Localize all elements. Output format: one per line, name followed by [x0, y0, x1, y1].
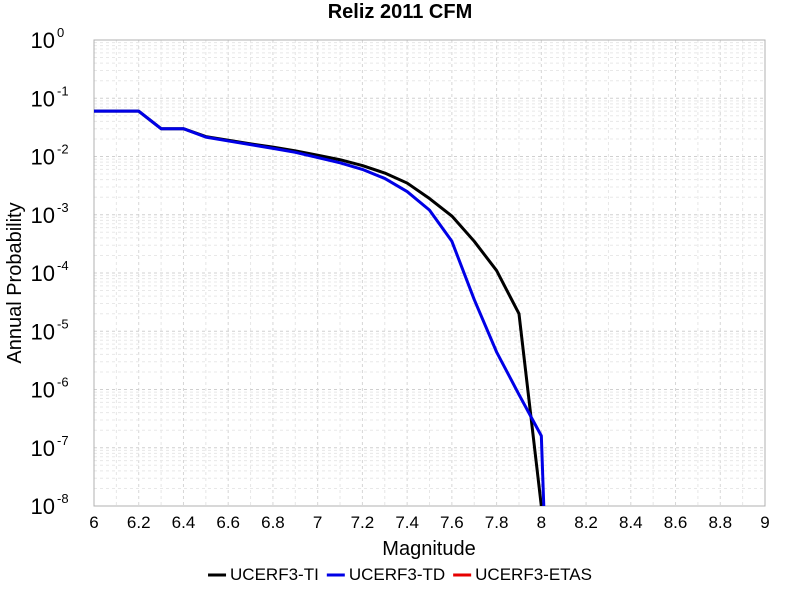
x-tick-label: 7.2 — [351, 513, 375, 532]
y-tick-base: 10 — [31, 86, 55, 111]
y-tick-label: 10 -2 — [31, 142, 69, 170]
y-tick-base: 10 — [31, 319, 55, 344]
x-tick-label: 6 — [89, 513, 98, 532]
y-tick-label: 10 -1 — [31, 83, 69, 111]
legend-item-3: UCERF3-ETAS — [453, 565, 592, 584]
series-line-2 — [94, 109, 546, 506]
x-tick-label: 7.4 — [395, 513, 419, 532]
y-tick-label: 10 -8 — [31, 491, 69, 519]
y-tick-label: 10 -4 — [31, 258, 69, 286]
x-tick-label: 8 — [537, 513, 546, 532]
y-tick-base: 10 — [31, 378, 55, 403]
x-axis-label: Magnitude — [382, 538, 475, 560]
grid — [93, 40, 766, 507]
y-tick-base: 10 — [31, 494, 55, 519]
y-tick-exponent: -4 — [57, 258, 69, 273]
y-tick-exponent: 0 — [57, 25, 64, 40]
x-tick-label: 6.8 — [261, 513, 285, 532]
x-tick-label: 8.4 — [619, 513, 643, 532]
legend-label: UCERF3-TD — [349, 565, 445, 584]
series-layer — [94, 109, 546, 506]
y-tick-label: 10 -5 — [31, 316, 69, 344]
x-tick-label: 8.6 — [664, 513, 688, 532]
legend: UCERF3-TI UCERF3-TD UCERF3-ETAS — [208, 565, 592, 584]
x-tick-label: 8.8 — [708, 513, 732, 532]
x-tick-label: 9 — [760, 513, 769, 532]
x-tick-label: 6.6 — [216, 513, 240, 532]
x-tick-label: 7.8 — [485, 513, 509, 532]
y-tick-label: 10 -6 — [31, 375, 69, 403]
y-tick-base: 10 — [31, 436, 55, 461]
y-tick-exponent: -6 — [57, 375, 69, 390]
x-tick-label: 8.2 — [574, 513, 598, 532]
x-tick-label: 6.2 — [127, 513, 151, 532]
series-line-1 — [94, 109, 543, 506]
legend-label: UCERF3-ETAS — [475, 565, 592, 584]
y-tick-base: 10 — [31, 261, 55, 286]
x-tick-label: 7.6 — [440, 513, 464, 532]
y-tick-base: 10 — [31, 203, 55, 228]
plot-area — [93, 39, 766, 507]
y-tick-exponent: -8 — [57, 491, 69, 506]
y-tick-exponent: -7 — [57, 433, 69, 448]
legend-item-2: UCERF3-TD — [326, 565, 445, 584]
chart-title: Reliz 2011 CFM — [328, 1, 473, 23]
y-tick-label: 10 -3 — [31, 200, 69, 228]
y-tick-exponent: -3 — [57, 200, 69, 215]
x-axis-ticks: 6 6.2 6.4 6.6 6.8 7 7.2 7.4 7.6 7.8 8 8.2 8.4 8.6 8.8 9 — [89, 513, 769, 532]
y-axis-label: Annual Probability — [4, 202, 26, 363]
x-tick-label: 6.4 — [172, 513, 196, 532]
legend-label: UCERF3-TI — [230, 565, 319, 584]
y-tick-exponent: -1 — [57, 83, 69, 98]
y-tick-base: 10 — [31, 145, 55, 170]
y-tick-label: 10 -7 — [31, 433, 69, 461]
y-tick-exponent: -5 — [57, 316, 69, 331]
y-tick-exponent: -2 — [57, 142, 69, 157]
legend-item-1: UCERF3-TI — [208, 565, 319, 584]
y-tick-base: 10 — [31, 28, 55, 53]
x-tick-label: 7 — [313, 513, 322, 532]
y-tick-label: 10 0 — [31, 25, 65, 53]
